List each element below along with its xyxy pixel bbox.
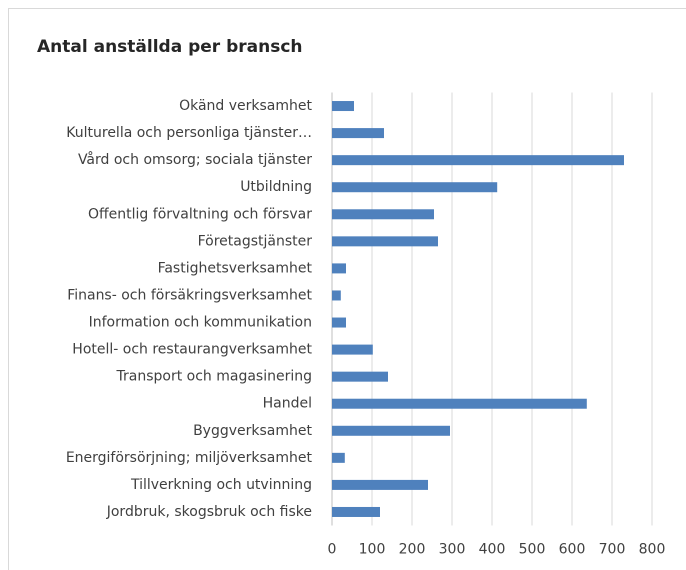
y-tick-label: Kulturella och personliga tjänster… xyxy=(66,125,312,141)
y-tick-label: Tillverkning och utvinning xyxy=(130,477,312,493)
bar xyxy=(332,263,346,274)
bar xyxy=(332,182,498,193)
x-tick-label: 600 xyxy=(559,542,586,558)
y-tick-label: Företagstjänster xyxy=(198,233,313,249)
y-tick-label: Transport och magasinering xyxy=(116,369,313,385)
y-tick-label: Okänd verksamhet xyxy=(179,98,312,114)
bar xyxy=(332,452,345,463)
x-tick-label: 100 xyxy=(359,542,386,558)
y-tick-label: Information och kommunikation xyxy=(89,315,312,331)
y-tick-label: Jordbruk, skogsbruk och fiske xyxy=(106,504,312,520)
y-tick-label: Handel xyxy=(263,396,312,412)
x-tick-label: 700 xyxy=(599,542,626,558)
bar xyxy=(332,128,384,139)
bar xyxy=(332,209,434,220)
bar xyxy=(332,425,450,436)
bar xyxy=(332,506,380,517)
y-tick-label: Fastighetsverksamhet xyxy=(158,260,313,276)
y-tick-label: Vård och omsorg; sociala tjänster xyxy=(78,151,312,168)
y-tick-label: Finans- och försäkringsverksamhet xyxy=(67,287,312,303)
bar xyxy=(332,479,428,490)
y-tick-label: Offentlig förvaltning och försvar xyxy=(88,206,312,222)
bar xyxy=(332,290,341,301)
x-tick-label: 200 xyxy=(399,542,426,558)
bar xyxy=(332,371,388,382)
bar xyxy=(332,155,624,166)
x-tick-label: 0 xyxy=(328,542,337,558)
x-tick-label: 300 xyxy=(439,542,466,558)
y-tick-label: Hotell- och restaurangverksamhet xyxy=(72,342,312,358)
y-tick-label: Utbildning xyxy=(240,179,312,195)
bar xyxy=(332,101,354,112)
bar xyxy=(332,317,346,328)
bar xyxy=(332,344,373,355)
bar xyxy=(332,398,587,409)
x-tick-label: 800 xyxy=(639,542,666,558)
chart-title: Antal anställda per bransch xyxy=(37,37,303,57)
y-tick-label: Byggverksamhet xyxy=(193,423,312,439)
bar xyxy=(332,236,438,247)
x-tick-label: 500 xyxy=(519,542,546,558)
y-tick-label: Energiförsörjning; miljöverksamhet xyxy=(66,450,313,466)
x-tick-label: 400 xyxy=(479,542,506,558)
